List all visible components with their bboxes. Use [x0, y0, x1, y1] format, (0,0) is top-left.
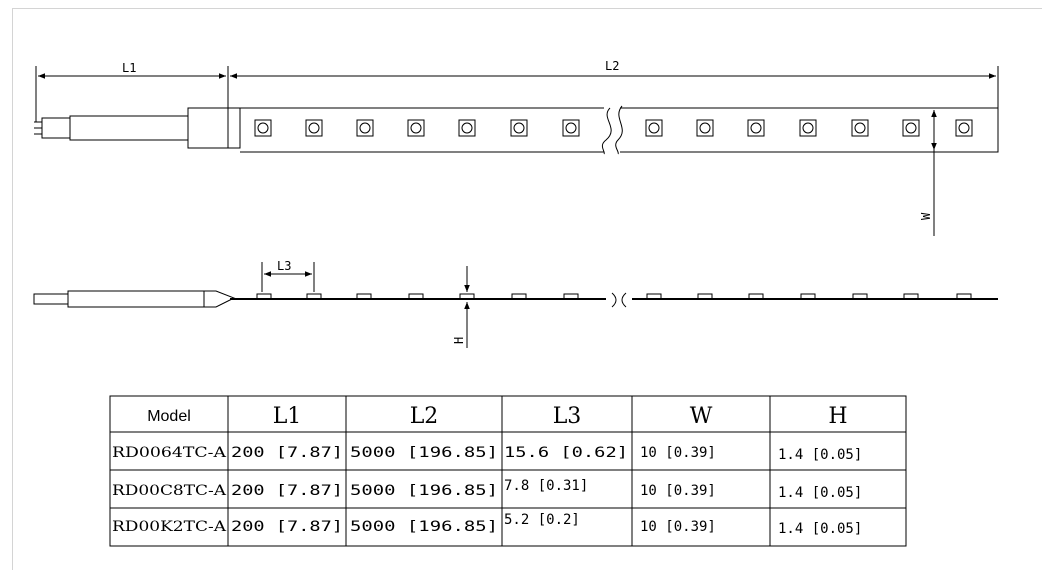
table-row: RD0064TC-A 200 [7.87] 5000 [196.85] 15.6…: [112, 445, 862, 463]
header-l3: L3: [553, 404, 582, 429]
cell-model: RD0064TC-A: [112, 445, 227, 461]
h-dimension: H: [452, 266, 470, 348]
table-row: RD00K2TC-A 200 [7.87] 5000 [196.85] 5.2 …: [112, 512, 862, 537]
header-l2: L2: [410, 404, 439, 429]
cell-model: RD00C8TC-A: [112, 483, 227, 499]
led-strip-side: [230, 292, 998, 308]
drawing-frame: [12, 8, 1042, 570]
header-w: W: [690, 404, 713, 429]
cell-l2: 5000 [196.85]: [350, 519, 498, 535]
cell-l2: 5000 [196.85]: [350, 483, 498, 499]
cell-l2: 5000 [196.85]: [350, 445, 498, 461]
l1-label: L1: [122, 61, 136, 75]
cell-w: 10 [0.39]: [640, 519, 716, 535]
led-strip-top: [240, 105, 999, 155]
cell-l1: 200 [7.87]: [231, 483, 343, 499]
l2-label: L2: [605, 59, 619, 73]
cable-top: [34, 107, 241, 149]
cell-w: 10 [0.39]: [640, 445, 716, 461]
l3-label: L3: [277, 259, 291, 273]
h-label: H: [452, 337, 466, 344]
cell-l3: 15.6 [0.62]: [504, 445, 628, 461]
w-dimension: W: [919, 110, 937, 236]
cell-l1: 200 [7.87]: [231, 519, 343, 535]
cell-model: RD00K2TC-A: [112, 519, 227, 535]
led-chips-side: [256, 293, 972, 300]
header-l1: L1: [273, 404, 302, 429]
led-chips-top: [254, 119, 973, 137]
spec-table: Model L1 L2 L3 W H RD0064TC-A 200 [7.87]…: [109, 395, 907, 547]
cell-h: 1.4 [0.05]: [778, 485, 862, 501]
l2-dimension: L2: [230, 59, 999, 108]
l3-dimension: L3: [261, 259, 315, 292]
cell-l3: 7.8 [0.31]: [504, 478, 588, 494]
cell-l1: 200 [7.87]: [231, 445, 343, 461]
header-h: H: [828, 404, 847, 429]
table-header-row: Model L1 L2 L3 W H: [147, 404, 847, 429]
cell-w: 10 [0.39]: [640, 483, 716, 499]
cell-l3: 5.2 [0.2]: [504, 512, 580, 528]
l1-dimension: L1: [35, 61, 229, 122]
w-label: W: [919, 212, 933, 220]
cell-h: 1.4 [0.05]: [778, 521, 862, 537]
cell-h: 1.4 [0.05]: [778, 447, 862, 463]
table-row: RD00C8TC-A 200 [7.87] 5000 [196.85] 7.8 …: [112, 478, 862, 501]
cable-side: [33, 290, 236, 308]
header-model: Model: [147, 408, 191, 425]
